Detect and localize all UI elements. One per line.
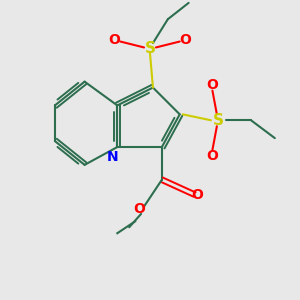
Text: O: O [206, 78, 218, 92]
Text: O: O [180, 33, 192, 47]
Text: O: O [134, 202, 146, 216]
Text: N: N [107, 149, 119, 164]
Text: O: O [206, 149, 218, 163]
Text: S: S [145, 41, 155, 56]
Text: O: O [192, 188, 203, 202]
Text: O: O [108, 33, 120, 47]
Text: S: S [213, 113, 224, 128]
